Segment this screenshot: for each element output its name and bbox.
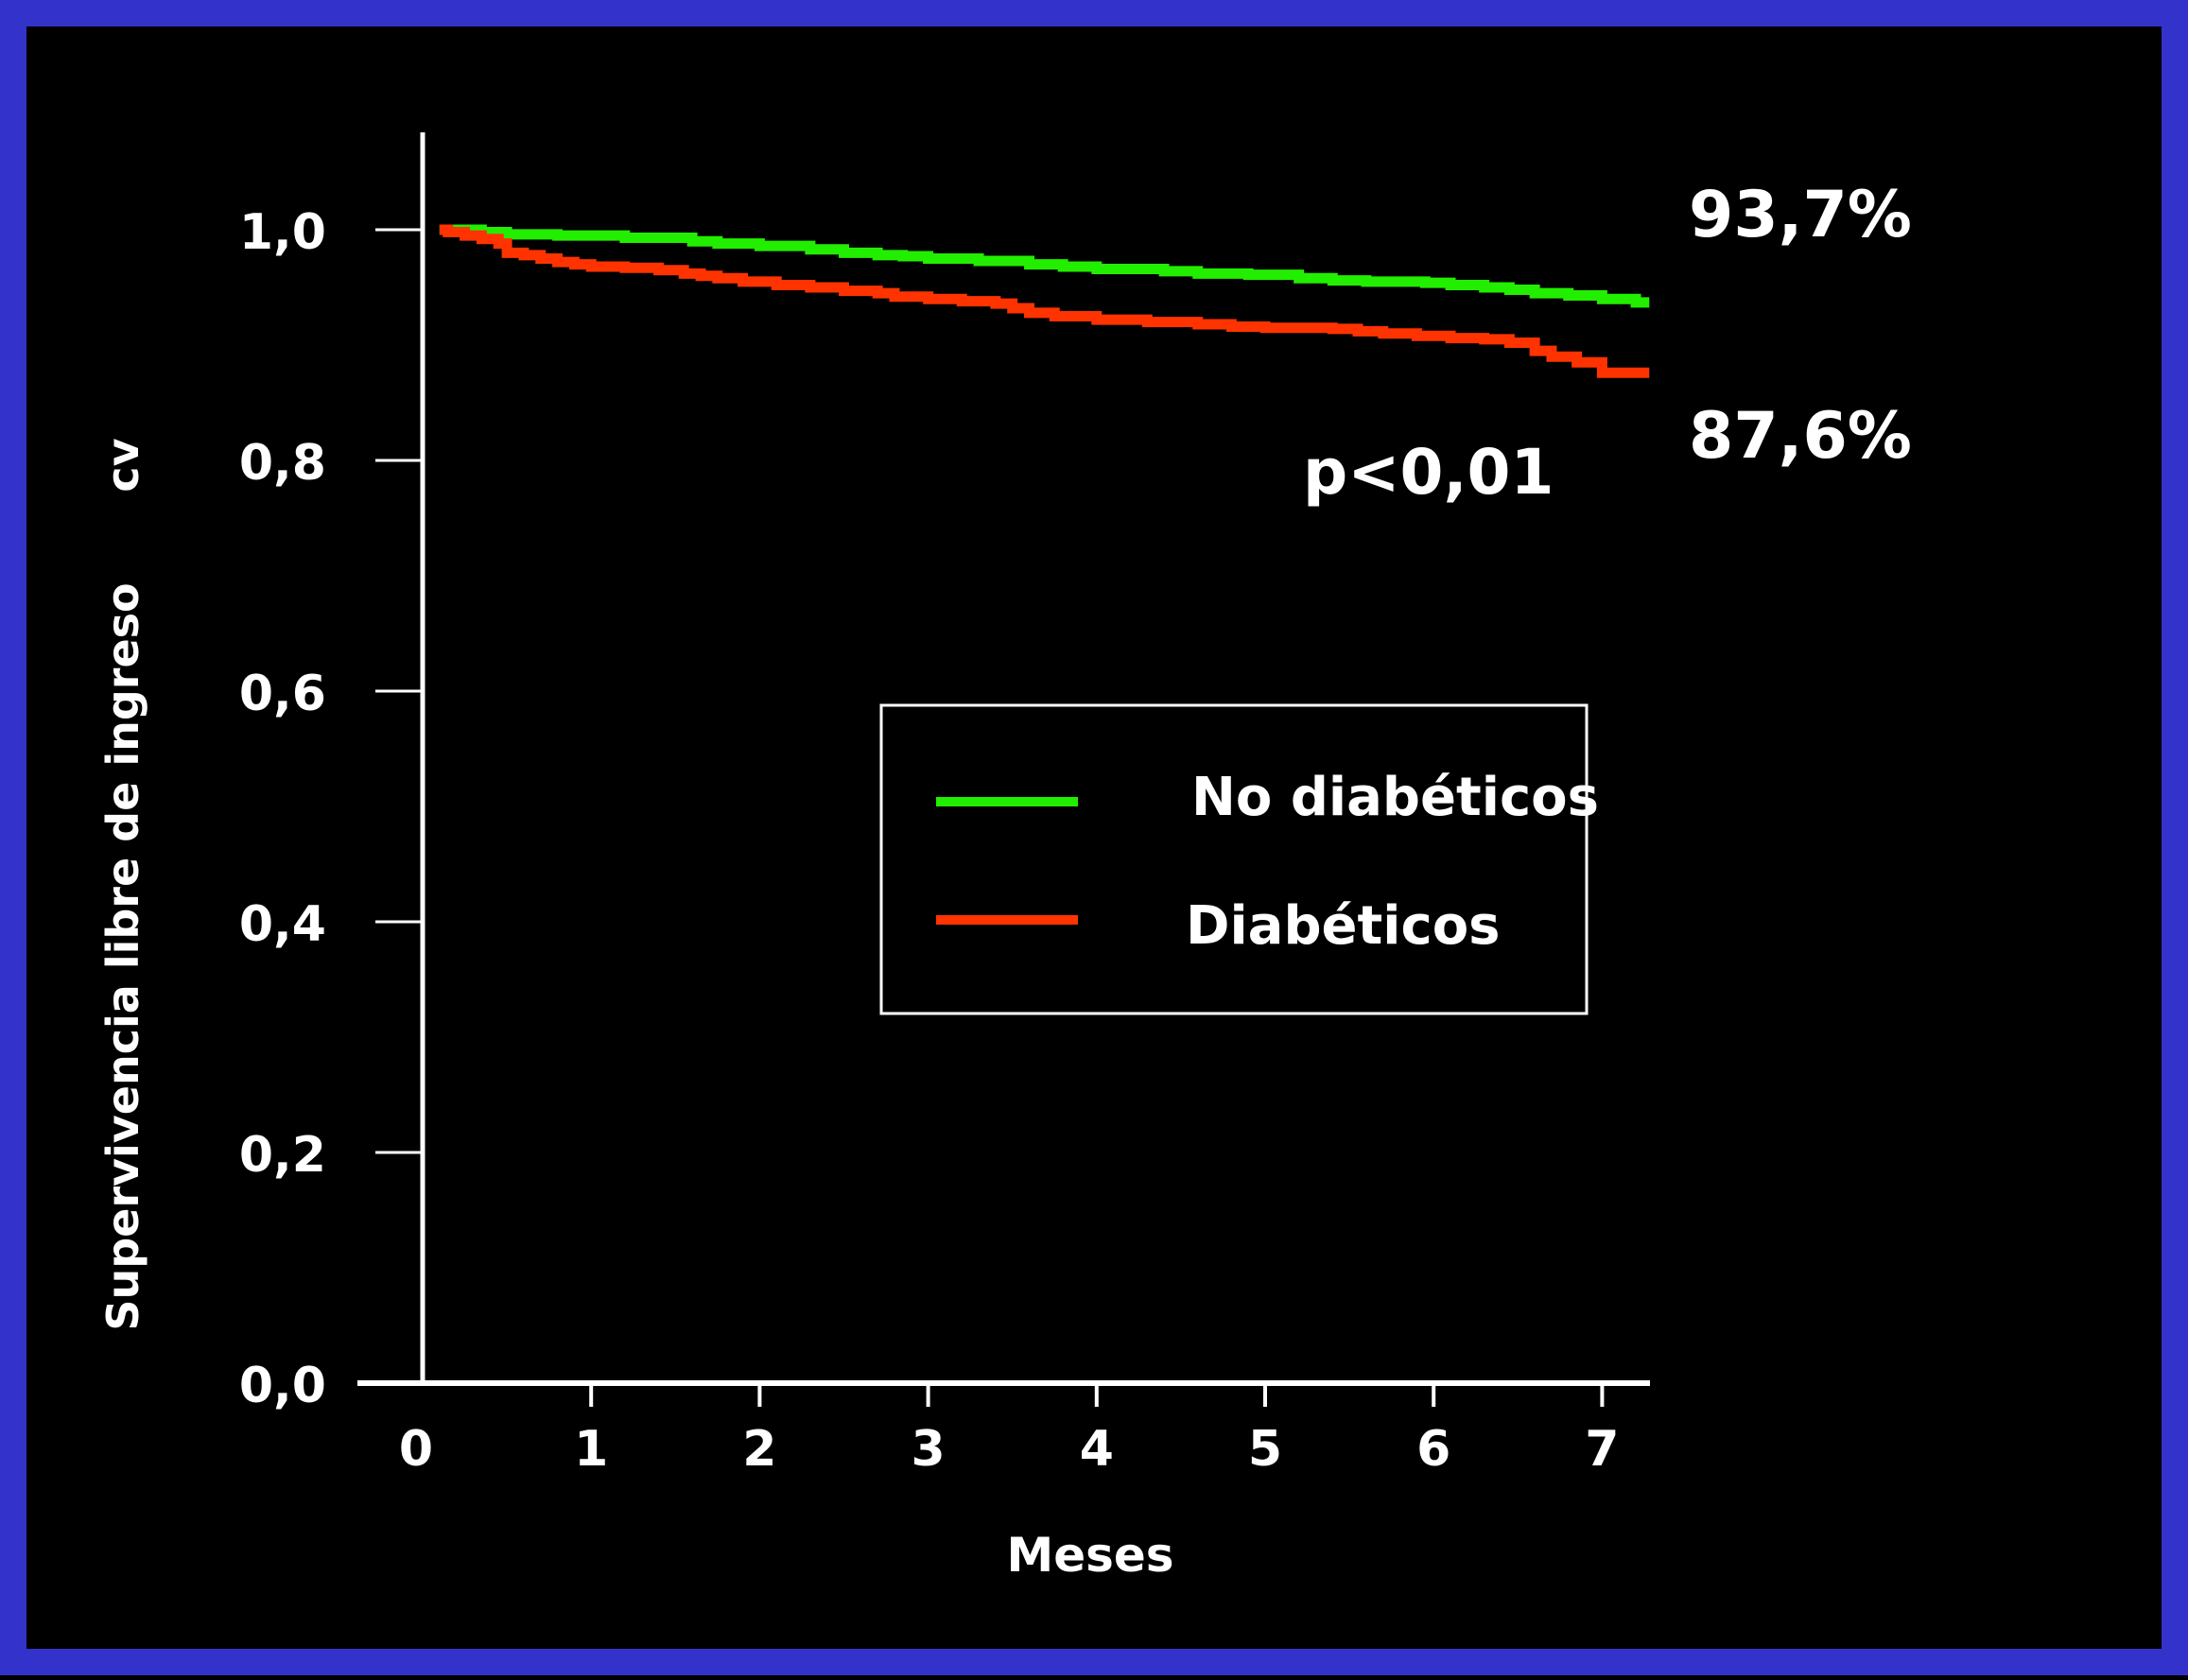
x-tick-label: 1	[574, 1421, 608, 1478]
y-axis-label-suffix: cv	[97, 438, 148, 492]
end-label-diabeticos: 87,6%	[1689, 399, 1912, 474]
legend-label-diabeticos: Diabéticos	[1186, 895, 1501, 957]
y-tick-label: 0,0	[239, 1358, 326, 1414]
y-tick-label: 1,0	[239, 204, 326, 261]
x-tick-label: 3	[912, 1421, 946, 1478]
y-tick-label: 0,8	[239, 435, 326, 492]
p-value-annotation: p<0,01	[1303, 436, 1554, 509]
x-tick-label: 4	[1080, 1421, 1114, 1478]
survival-curves	[439, 224, 1650, 378]
y-tick-label: 0,6	[239, 666, 326, 722]
x-axis-label: Meses	[1006, 1528, 1173, 1583]
x-tick-label: 0	[399, 1421, 433, 1478]
curve-no-diabeticos	[439, 224, 1650, 308]
legend: No diabéticos Diabéticos	[879, 703, 1599, 1015]
x-tick-label: 6	[1416, 1421, 1450, 1478]
legend-box	[879, 703, 1589, 1015]
x-tick-label: 2	[742, 1421, 776, 1478]
y-tick-label: 0,4	[239, 896, 326, 953]
axes: 0,0 0,2 0,4 0,6 0,8 1,0 0 1 2 3 4 5 6 7	[239, 132, 1650, 1478]
x-tick-label: 7	[1585, 1421, 1619, 1478]
y-axis-label: Supervivencia libre de ingreso	[97, 582, 148, 1330]
curve-diabeticos	[439, 224, 1650, 378]
end-label-no-diabeticos: 93,7%	[1689, 178, 1912, 252]
x-tick-label: 5	[1248, 1421, 1282, 1478]
legend-label-no-diabeticos: No diabéticos	[1191, 767, 1599, 828]
y-tick-label: 0,2	[239, 1127, 326, 1184]
